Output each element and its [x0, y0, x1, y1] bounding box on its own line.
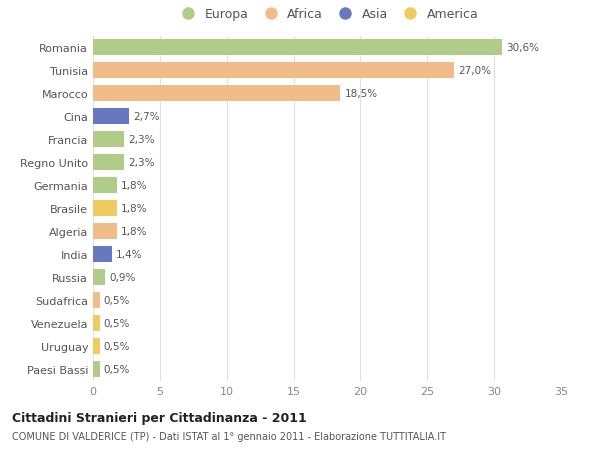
Text: Cittadini Stranieri per Cittadinanza - 2011: Cittadini Stranieri per Cittadinanza - 2…	[12, 411, 307, 424]
Text: 0,5%: 0,5%	[104, 319, 130, 329]
Bar	[93, 109, 129, 125]
Text: 30,6%: 30,6%	[506, 43, 539, 53]
Bar	[93, 293, 100, 308]
Text: 2,3%: 2,3%	[128, 135, 154, 145]
Bar	[93, 362, 100, 377]
Text: 2,3%: 2,3%	[128, 158, 154, 168]
Text: 0,5%: 0,5%	[104, 364, 130, 375]
Text: 1,8%: 1,8%	[121, 181, 148, 191]
Text: 0,5%: 0,5%	[104, 341, 130, 352]
Text: 1,4%: 1,4%	[116, 250, 142, 260]
Bar	[93, 224, 117, 240]
Bar	[93, 178, 117, 194]
Bar	[93, 132, 124, 148]
Bar	[93, 339, 100, 354]
Bar	[93, 269, 105, 285]
Text: 27,0%: 27,0%	[458, 66, 491, 76]
Legend: Europa, Africa, Asia, America: Europa, Africa, Asia, America	[173, 6, 481, 23]
Bar	[93, 246, 112, 263]
Bar	[93, 155, 124, 171]
Bar	[93, 201, 117, 217]
Bar	[93, 86, 340, 102]
Bar	[93, 316, 100, 331]
Text: 0,5%: 0,5%	[104, 296, 130, 306]
Bar	[93, 63, 454, 79]
Text: 0,9%: 0,9%	[109, 273, 136, 283]
Text: COMUNE DI VALDERICE (TP) - Dati ISTAT al 1° gennaio 2011 - Elaborazione TUTTITAL: COMUNE DI VALDERICE (TP) - Dati ISTAT al…	[12, 431, 446, 442]
Text: 18,5%: 18,5%	[344, 89, 377, 99]
Text: 1,8%: 1,8%	[121, 227, 148, 237]
Bar	[93, 40, 502, 56]
Text: 1,8%: 1,8%	[121, 204, 148, 214]
Text: 2,7%: 2,7%	[133, 112, 160, 122]
